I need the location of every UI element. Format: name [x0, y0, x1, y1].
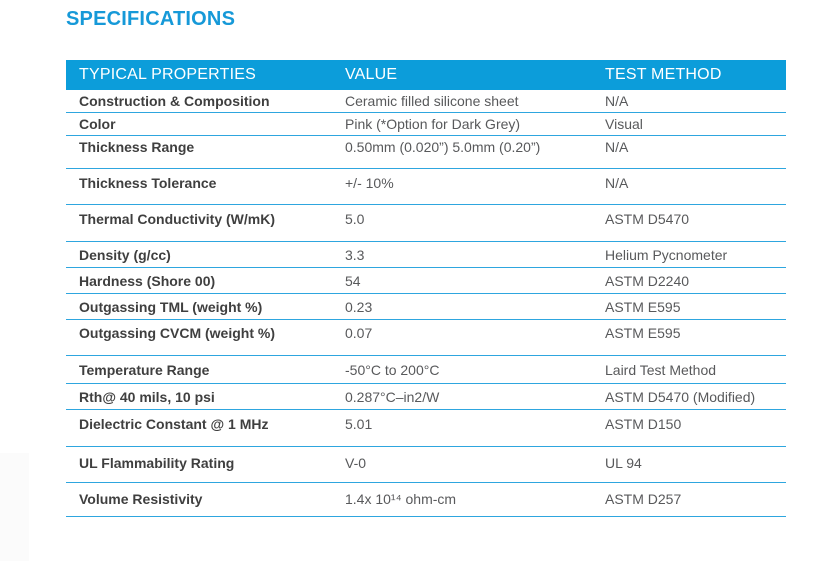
value-cell: -50°C to 200°C: [345, 362, 440, 378]
property-cell: Outgassing TML (weight %): [79, 299, 263, 315]
table-row: UL Flammability Rating V-0 UL 94: [66, 447, 786, 483]
method-cell: N/A: [605, 93, 629, 109]
value-cell: V-0: [345, 455, 367, 471]
property-cell: UL Flammability Rating: [79, 455, 235, 471]
method-cell: Laird Test Method: [605, 362, 717, 378]
value-cell: 3.3: [345, 247, 365, 263]
method-cell: N/A: [605, 139, 629, 155]
method-cell: ASTM D150: [605, 416, 682, 432]
value-cell: 5.0: [345, 211, 365, 227]
table-row: Outgassing CVCM (weight %) 0.07 ASTM E59…: [66, 320, 786, 356]
table-row: Volume Resistivity 1.4x 10¹⁴ ohm-cm ASTM…: [66, 483, 786, 517]
value-cell: 0.50mm (0.020”) 5.0mm (0.20”): [345, 139, 541, 155]
table-row: Thickness Range 0.50mm (0.020”) 5.0mm (0…: [66, 136, 786, 169]
property-cell: Outgassing CVCM (weight %): [79, 325, 275, 341]
value-cell: 0.287°C–in2/W: [345, 389, 440, 405]
table-row: Thermal Conductivity (W/mK) 5.0 ASTM D54…: [66, 205, 786, 242]
method-cell: ASTM D5470: [605, 211, 690, 227]
value-cell: 0.07: [345, 325, 373, 341]
table-row: Thickness Tolerance +/- 10% N/A: [66, 169, 786, 205]
method-cell: Helium Pycnometer: [605, 247, 728, 263]
table-row: Rth@ 40 mils, 10 psi 0.287°C–in2/W ASTM …: [66, 384, 786, 410]
column-header-typical-properties: TYPICAL PROPERTIES: [79, 66, 256, 83]
column-header-value: VALUE: [345, 66, 398, 83]
table-row: Temperature Range -50°C to 200°C Laird T…: [66, 356, 786, 384]
method-cell: ASTM D2240: [605, 273, 690, 289]
table-row: Color Pink (*Option for Dark Grey) Visua…: [66, 113, 786, 136]
value-cell: 0.23: [345, 299, 373, 315]
property-cell: Hardness (Shore 00): [79, 273, 216, 289]
value-cell: Ceramic filled silicone sheet: [345, 93, 519, 109]
table-row: Dielectric Constant @ 1 MHz 5.01 ASTM D1…: [66, 410, 786, 447]
method-cell: ASTM D257: [605, 491, 682, 507]
method-cell: Visual: [605, 116, 643, 132]
value-cell: Pink (*Option for Dark Grey): [345, 116, 521, 132]
value-cell: 5.01: [345, 416, 373, 432]
table-row: Outgassing TML (weight %) 0.23 ASTM E595: [66, 294, 786, 320]
property-cell: Volume Resistivity: [79, 491, 203, 507]
value-cell: 1.4x 10¹⁴ ohm-cm: [345, 491, 457, 507]
page-title: SPECIFICATIONS: [66, 8, 236, 30]
property-cell: Rth@ 40 mils, 10 psi: [79, 389, 215, 405]
property-cell: Thickness Tolerance: [79, 175, 217, 191]
property-cell: Density (g/cc): [79, 247, 171, 263]
method-cell: ASTM E595: [605, 299, 681, 315]
property-cell: Dielectric Constant @ 1 MHz: [79, 416, 269, 432]
method-cell: ASTM D5470 (Modified): [605, 389, 756, 405]
table-row: Construction & Composition Ceramic fille…: [66, 90, 786, 113]
column-header-test-method: TEST METHOD: [605, 66, 722, 83]
property-cell: Construction & Composition: [79, 93, 270, 109]
method-cell: UL 94: [605, 455, 642, 471]
method-cell: ASTM E595: [605, 325, 681, 341]
table-body: Construction & Composition Ceramic fille…: [66, 90, 786, 517]
page-edge-shading: [0, 453, 29, 561]
table-row: Hardness (Shore 00) 54 ASTM D2240: [66, 268, 786, 294]
method-cell: N/A: [605, 175, 629, 191]
specifications-table: TYPICAL PROPERTIES VALUE TEST METHOD Con…: [66, 60, 786, 517]
value-cell: +/- 10%: [345, 175, 394, 191]
table-row: Density (g/cc) 3.3 Helium Pycnometer: [66, 242, 786, 268]
table-header-row: TYPICAL PROPERTIES VALUE TEST METHOD: [66, 60, 786, 90]
property-cell: Thermal Conductivity (W/mK): [79, 211, 276, 227]
value-cell: 54: [345, 273, 361, 289]
property-cell: Temperature Range: [79, 362, 210, 378]
property-cell: Color: [79, 116, 116, 132]
property-cell: Thickness Range: [79, 139, 195, 155]
